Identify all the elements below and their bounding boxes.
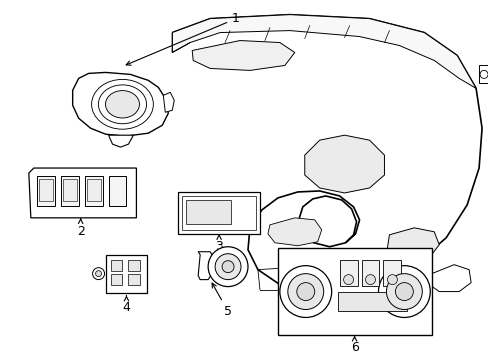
Polygon shape bbox=[172, 15, 475, 88]
Polygon shape bbox=[172, 15, 481, 292]
Bar bbox=[339, 260, 357, 285]
Polygon shape bbox=[304, 135, 384, 193]
Polygon shape bbox=[29, 168, 136, 218]
Circle shape bbox=[386, 274, 422, 310]
Polygon shape bbox=[192, 41, 294, 71]
Bar bbox=[86, 179, 101, 201]
Text: 2: 2 bbox=[77, 219, 84, 238]
Circle shape bbox=[208, 247, 247, 287]
Bar bbox=[105, 255, 147, 293]
Ellipse shape bbox=[105, 91, 139, 118]
Circle shape bbox=[386, 275, 397, 285]
Ellipse shape bbox=[98, 85, 146, 124]
Polygon shape bbox=[198, 252, 212, 280]
Bar bbox=[37, 176, 55, 206]
Text: 1: 1 bbox=[126, 12, 240, 65]
Text: 4: 4 bbox=[122, 296, 130, 314]
Circle shape bbox=[95, 271, 102, 276]
Bar bbox=[186, 200, 230, 224]
Bar bbox=[108, 176, 126, 206]
Circle shape bbox=[222, 261, 234, 273]
Circle shape bbox=[287, 274, 323, 310]
Bar bbox=[61, 176, 79, 206]
Circle shape bbox=[479, 71, 487, 78]
Bar bbox=[39, 179, 53, 201]
Circle shape bbox=[395, 283, 412, 301]
Ellipse shape bbox=[91, 80, 153, 129]
Bar bbox=[361, 260, 379, 285]
Bar bbox=[277, 248, 431, 336]
Circle shape bbox=[365, 275, 375, 285]
Text: 8: 8 bbox=[0, 359, 1, 360]
Circle shape bbox=[378, 266, 429, 318]
Bar bbox=[337, 292, 407, 311]
Bar bbox=[128, 260, 140, 271]
Bar bbox=[110, 274, 122, 285]
Polygon shape bbox=[386, 228, 438, 263]
Bar bbox=[128, 274, 140, 285]
Bar bbox=[110, 260, 122, 271]
Polygon shape bbox=[428, 265, 470, 292]
Polygon shape bbox=[267, 218, 321, 246]
Bar bbox=[383, 260, 401, 285]
Circle shape bbox=[215, 254, 241, 280]
Circle shape bbox=[92, 268, 104, 280]
Text: 7: 7 bbox=[0, 359, 1, 360]
Polygon shape bbox=[73, 72, 168, 136]
Polygon shape bbox=[108, 135, 133, 147]
Circle shape bbox=[279, 266, 331, 318]
Bar bbox=[84, 176, 102, 206]
Bar bbox=[182, 196, 255, 230]
Bar bbox=[178, 192, 260, 234]
Circle shape bbox=[343, 275, 353, 285]
Text: 5: 5 bbox=[212, 283, 232, 318]
Bar bbox=[478, 66, 488, 84]
Polygon shape bbox=[163, 92, 174, 112]
Text: 3: 3 bbox=[215, 234, 223, 253]
Text: 6: 6 bbox=[350, 337, 358, 354]
Bar bbox=[62, 179, 77, 201]
Circle shape bbox=[296, 283, 314, 301]
